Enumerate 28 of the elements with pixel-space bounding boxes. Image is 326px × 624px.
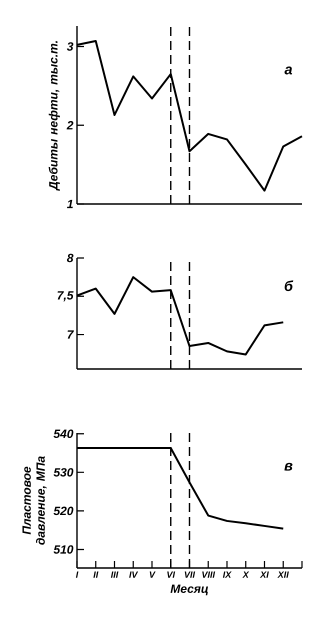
annotation: в: [284, 462, 292, 471]
x-tick-label: VIII: [202, 572, 216, 578]
y-tick-label: 7: [68, 330, 74, 339]
x-tick-label: II: [93, 572, 98, 578]
y-tick-label: 7,5: [58, 291, 74, 302]
x-tick-label: V: [150, 572, 156, 578]
y-tick-label: 520: [54, 506, 74, 516]
y-axis-title: Пластовое давление, МПа: [22, 456, 47, 545]
y-tick-label: 530: [54, 468, 74, 477]
y-tick-label: 3: [66, 42, 74, 51]
x-tick-label: IV: [129, 572, 138, 578]
x-tick-label: III: [110, 572, 118, 578]
annotation: б: [284, 280, 294, 292]
y-tick-label: 2: [66, 121, 74, 130]
x-tick-label: VI: [167, 572, 176, 578]
x-tick-label: IX: [222, 572, 232, 578]
x-tick-label: XI: [260, 572, 269, 578]
x-tick-label: XII: [277, 572, 289, 578]
annotation: а: [284, 66, 292, 74]
y-tick-label: 510: [54, 545, 74, 554]
x-axis-title: Месяц: [170, 584, 208, 596]
y-axis-title: Дебиты нефти, тыс.т.: [48, 41, 60, 191]
y-tick-label: 8: [66, 254, 74, 262]
x-tick-label: VII: [184, 572, 196, 578]
y-tick-label: 540: [54, 430, 74, 438]
y-tick-label: 1: [66, 200, 73, 208]
x-tick-label: I: [76, 572, 78, 578]
x-tick-label: X: [242, 572, 250, 578]
